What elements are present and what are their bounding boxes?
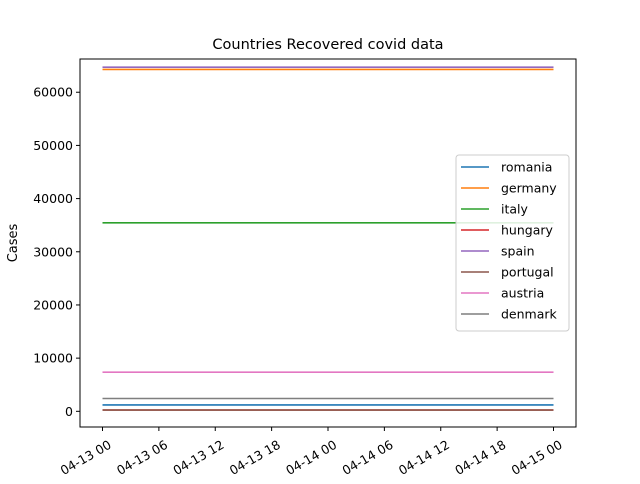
y-tick-label: 30000 <box>33 244 73 259</box>
legend-label-hungary: hungary <box>501 223 554 238</box>
legend-label-italy: italy <box>501 202 529 217</box>
legend-label-germany: germany <box>501 181 557 196</box>
y-tick-label: 10000 <box>33 351 73 366</box>
legend: romania germany italy hungary spain portugal a… <box>455 154 570 332</box>
plot-area <box>79 58 577 428</box>
legend-box <box>455 154 570 332</box>
legend-label-romania: romania <box>501 160 552 175</box>
y-tick-label: 40000 <box>33 191 73 206</box>
chart-title: Countries Recovered covid data <box>212 37 443 53</box>
legend-label-austria: austria <box>501 286 544 301</box>
legend-label-denmark: denmark <box>501 307 558 322</box>
y-tick-label: 0 <box>65 404 73 419</box>
legend-label-spain: spain <box>501 244 535 259</box>
y-tick-label: 20000 <box>33 297 73 312</box>
y-tick-label: 50000 <box>33 138 73 153</box>
series-lines <box>102 66 554 411</box>
y-axis-label: Cases <box>6 223 21 262</box>
legend-label-portugal: portugal <box>501 265 554 280</box>
y-tick-label: 60000 <box>33 85 73 100</box>
y-axis: 0 10000 20000 30000 40000 50000 60000 <box>33 85 80 419</box>
